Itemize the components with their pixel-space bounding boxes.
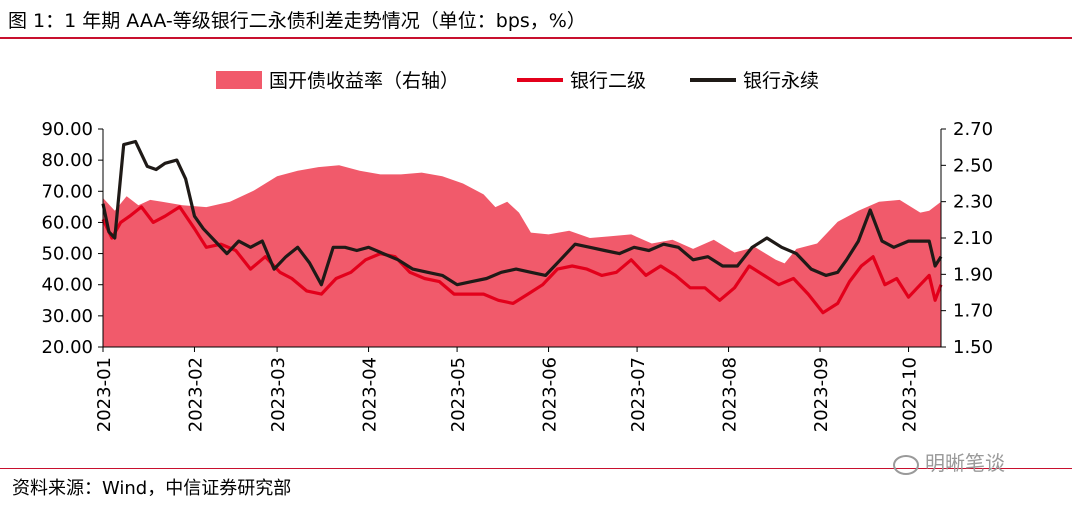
watermark: 明晰笔谈 (893, 447, 1005, 476)
x-tick-label: 2023-02 (186, 357, 207, 432)
right-tick-label: 2.30 (953, 192, 993, 213)
axis-layer: 90.00 80.00 70.00 60.00 50.00 40.00 30.00 20.00… (41, 119, 993, 432)
x-tick-label: 2023-10 (900, 357, 921, 432)
left-tick-label: 50.00 (41, 244, 93, 265)
x-tick-label: 2023-03 (268, 357, 289, 432)
series-line-bank-perpetual (101, 139, 943, 287)
right-tick-label: 2.70 (953, 119, 993, 140)
left-tick-label: 20.00 (41, 337, 93, 358)
x-tick-label: 2023-06 (540, 357, 561, 432)
series-line-bank-tier2 (101, 205, 943, 315)
right-tick-label: 2.50 (953, 155, 993, 176)
right-tick-label: 2.10 (953, 228, 993, 249)
left-tick-label: 90.00 (41, 119, 93, 140)
legend-label: 银行永续 (743, 70, 819, 92)
right-tick-label: 1.90 (953, 264, 993, 285)
x-tick-label: 2023-01 (94, 357, 115, 432)
right-tick-label: 1.50 (953, 337, 993, 358)
line-layer (101, 139, 943, 315)
legend-item: 银行二级 (517, 70, 646, 92)
legend: 国开债收益率（右轴） 银行二级 银行永续 (216, 70, 819, 92)
footer-divider (0, 468, 1072, 469)
title-divider (0, 37, 1072, 39)
legend-label: 国开债收益率（右轴） (269, 70, 459, 92)
source-note: 资料来源：Wind，中信证券研究部 (12, 478, 292, 499)
left-tick-label: 60.00 (41, 212, 93, 233)
left-tick-label: 80.00 (41, 150, 93, 171)
legend-label: 银行二级 (570, 70, 646, 92)
left-tick-label: 40.00 (41, 275, 93, 296)
x-tick-label: 2023-07 (628, 357, 649, 432)
x-tick-label: 2023-05 (448, 357, 469, 432)
legend-item: 银行永续 (690, 70, 819, 92)
x-tick-label: 2023-08 (720, 357, 741, 432)
series-area-cdb-yield (103, 165, 941, 347)
left-tick-label: 30.00 (41, 306, 93, 327)
right-tick-label: 1.70 (953, 301, 993, 322)
x-tick-label: 2023-04 (360, 357, 381, 432)
left-tick-label: 70.00 (41, 181, 93, 202)
watermark-text: 明晰笔谈 (925, 451, 1005, 475)
legend-item: 国开债收益率（右轴） (216, 70, 459, 92)
wechat-icon (893, 454, 919, 475)
legend-swatch (216, 71, 262, 89)
chart-title: 图 1：1 年期 AAA-等级银行二永债利差走势情况（单位：bps，%） (8, 10, 586, 32)
area-layer (103, 165, 941, 347)
x-tick-label: 2023-09 (811, 357, 832, 432)
